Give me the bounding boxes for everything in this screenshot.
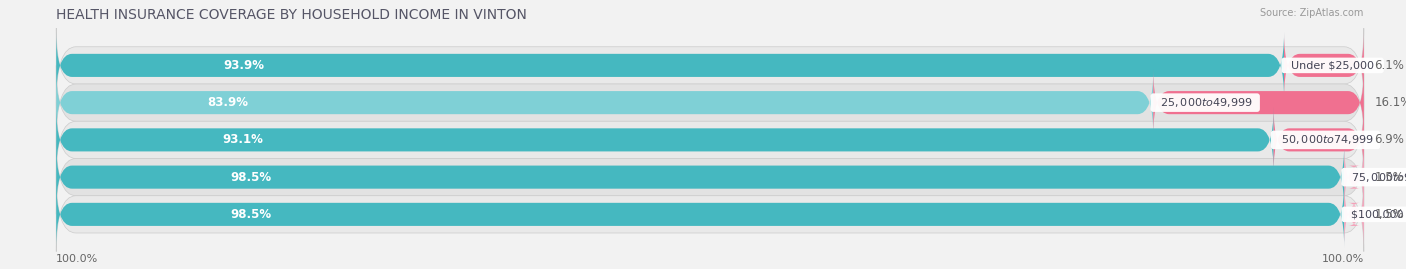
- FancyBboxPatch shape: [56, 65, 1364, 140]
- FancyBboxPatch shape: [56, 177, 1364, 252]
- FancyBboxPatch shape: [56, 103, 1364, 177]
- Text: 98.5%: 98.5%: [231, 171, 271, 184]
- Text: 100.0%: 100.0%: [56, 254, 98, 264]
- Text: 83.9%: 83.9%: [208, 96, 249, 109]
- FancyBboxPatch shape: [1284, 32, 1364, 98]
- Text: 100.0%: 100.0%: [1322, 254, 1364, 264]
- FancyBboxPatch shape: [1274, 107, 1364, 173]
- FancyBboxPatch shape: [1344, 181, 1364, 247]
- Text: $50,000 to $74,999: $50,000 to $74,999: [1274, 133, 1378, 146]
- Text: 1.5%: 1.5%: [1374, 171, 1405, 184]
- FancyBboxPatch shape: [56, 181, 1344, 247]
- Text: 16.1%: 16.1%: [1374, 96, 1406, 109]
- Text: Source: ZipAtlas.com: Source: ZipAtlas.com: [1260, 8, 1364, 18]
- Text: HEALTH INSURANCE COVERAGE BY HOUSEHOLD INCOME IN VINTON: HEALTH INSURANCE COVERAGE BY HOUSEHOLD I…: [56, 8, 527, 22]
- Text: 93.1%: 93.1%: [222, 133, 263, 146]
- Text: $75,000 to $99,999: $75,000 to $99,999: [1344, 171, 1406, 184]
- Text: 6.1%: 6.1%: [1374, 59, 1405, 72]
- FancyBboxPatch shape: [1153, 69, 1364, 136]
- FancyBboxPatch shape: [56, 69, 1153, 136]
- FancyBboxPatch shape: [56, 144, 1344, 210]
- Text: $25,000 to $49,999: $25,000 to $49,999: [1153, 96, 1257, 109]
- Text: $100,000 and over: $100,000 and over: [1344, 209, 1406, 220]
- FancyBboxPatch shape: [56, 32, 1284, 98]
- Text: Under $25,000: Under $25,000: [1284, 60, 1381, 70]
- Text: 93.9%: 93.9%: [224, 59, 264, 72]
- Text: 98.5%: 98.5%: [231, 208, 271, 221]
- FancyBboxPatch shape: [56, 140, 1364, 214]
- Text: 1.5%: 1.5%: [1374, 208, 1405, 221]
- FancyBboxPatch shape: [56, 28, 1364, 103]
- FancyBboxPatch shape: [56, 107, 1274, 173]
- FancyBboxPatch shape: [1344, 144, 1364, 210]
- Text: 6.9%: 6.9%: [1374, 133, 1405, 146]
